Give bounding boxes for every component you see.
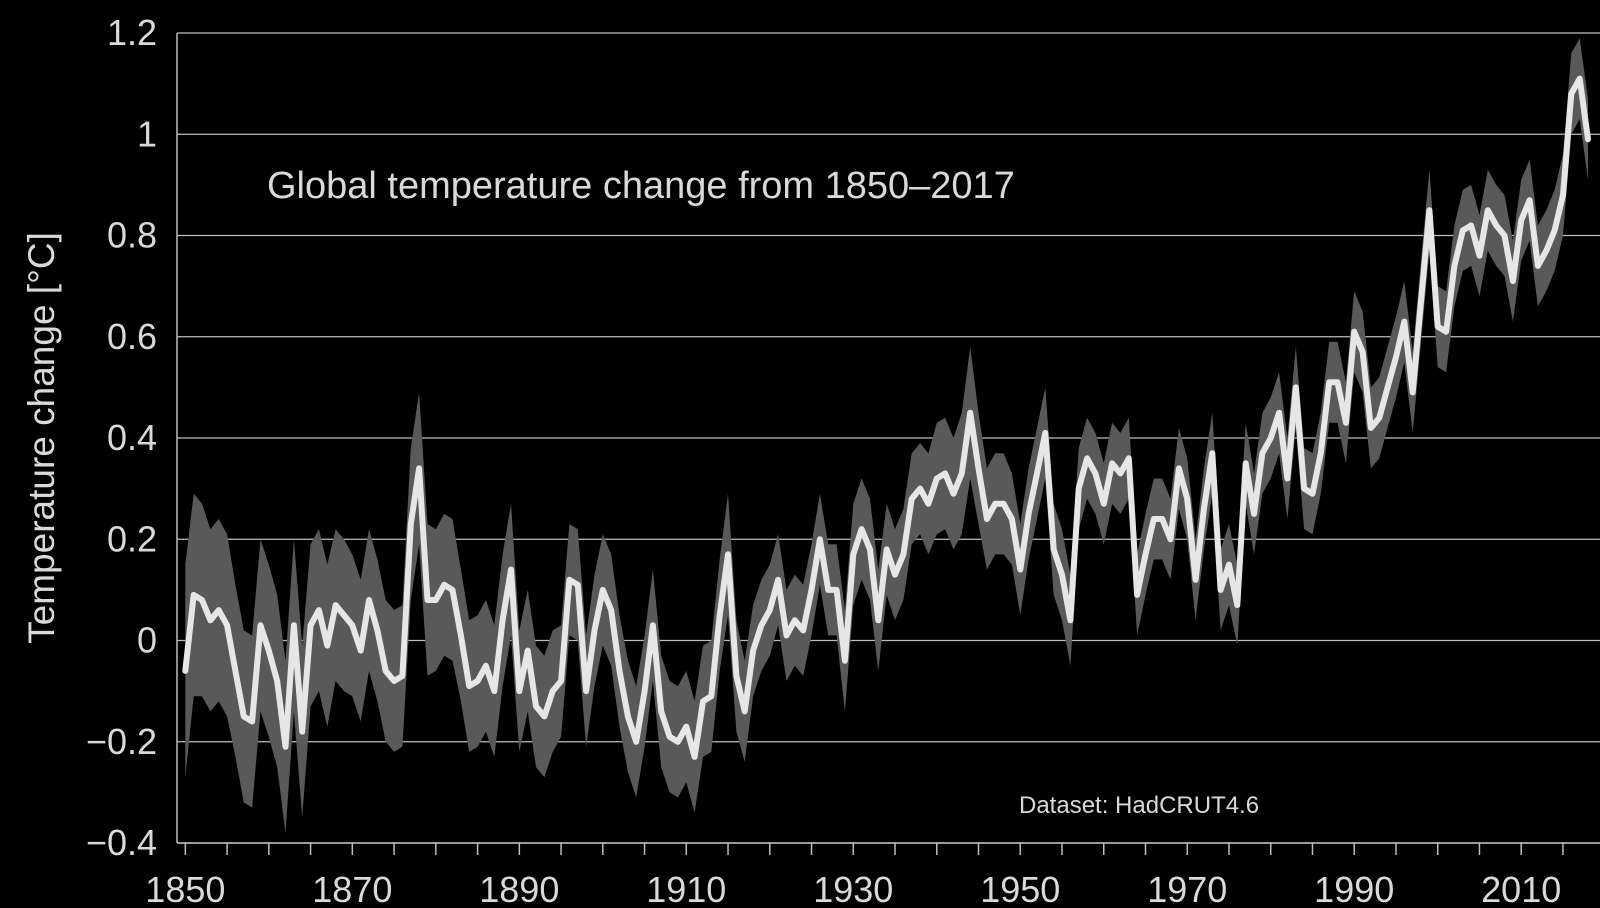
dataset-annotation: Dataset: HadCRUT4.6 [1019, 792, 1259, 819]
x-tick-label: 2010 [1481, 869, 1561, 908]
y-tick-label: 0 [137, 620, 157, 661]
y-tick-label: 1 [137, 113, 157, 154]
temperature-line [182, 75, 1591, 760]
x-tick-label: 1910 [646, 869, 726, 908]
axes [176, 33, 1600, 855]
y-tick-labels: −0.4 −0.2 0 0.2 0.4 0.6 0.8 1 1.2 [86, 12, 157, 863]
y-tick-label: −0.2 [86, 721, 157, 762]
y-tick-label: 0.6 [107, 316, 157, 357]
y-tick-label: 0.4 [107, 417, 157, 458]
chart-title: Global temperature change from 1850–2017 [267, 165, 1015, 207]
x-tick-label: 1890 [479, 869, 559, 908]
y-axis-label: Temperature change [°C] [21, 232, 62, 644]
y-tick-label: −0.4 [86, 822, 157, 863]
y-tick-label: 0.2 [107, 518, 157, 559]
y-tick-label: 0.8 [107, 215, 157, 256]
x-tick-label: 1950 [980, 869, 1060, 908]
uncertainty-band [185, 38, 1588, 833]
x-tick-label: 1990 [1314, 869, 1394, 908]
x-tick-label: 1970 [1147, 869, 1227, 908]
x-tick-label: 1870 [312, 869, 392, 908]
x-tick-label: 1930 [813, 869, 893, 908]
x-tick-label: 1850 [145, 869, 225, 908]
y-tick-label: 1.2 [107, 12, 157, 53]
x-tick-labels: 1850 1870 1890 1910 1930 1950 1970 1990 2010 [145, 869, 1561, 908]
